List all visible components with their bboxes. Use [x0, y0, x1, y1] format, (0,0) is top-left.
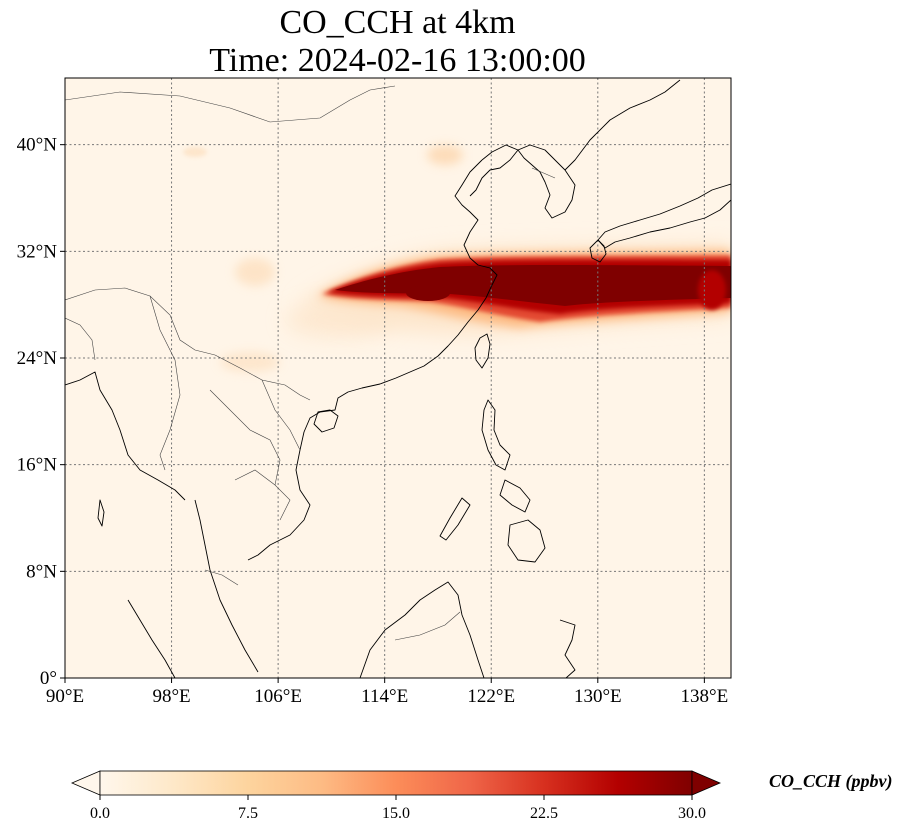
coast-russia: [564, 79, 681, 171]
plume-secondary-blob: [406, 285, 450, 301]
lat-tick-label: 0°: [40, 668, 57, 689]
coast-korea: [517, 144, 576, 219]
border-korea: [531, 167, 556, 179]
coast-sumatra: [127, 599, 176, 678]
border-bangladesh: [65, 317, 96, 361]
colorbar-tick-label: 7.5: [238, 805, 258, 822]
map-frame: [64, 77, 732, 679]
border-vietnam-laos: [261, 379, 301, 451]
title-line-1: CO_CCH at 4km: [279, 4, 516, 41]
coast-palawan: [439, 497, 471, 541]
coast-taiwan: [474, 333, 491, 369]
map-gridlines: [65, 78, 731, 678]
lon-tick-label: 138°E: [681, 686, 729, 707]
colorbar-tick-label: 15.0: [382, 805, 410, 822]
lat-tick-label: 16°N: [17, 455, 58, 476]
border-cambodia: [234, 469, 291, 521]
border-china-laos-vn: [214, 354, 311, 401]
border-laos-thai: [209, 389, 281, 486]
coast-mindanao: [507, 519, 546, 563]
colorbar-ticks: 0.0 7.5 15.0 22.5 30.0: [90, 795, 706, 822]
map-background: [65, 78, 731, 678]
latitude-ticks: 0° 8°N 16°N 24°N 32°N 40°N: [17, 135, 65, 689]
border-malaysia-thai: [204, 569, 239, 586]
lon-tick-label: 90°E: [46, 686, 84, 707]
colorbar-extend-low: [70, 770, 101, 796]
border-myanmar-thai: [149, 295, 181, 471]
lat-tick-label: 40°N: [17, 135, 58, 156]
lon-tick-label: 130°E: [574, 686, 622, 707]
colorbar-extend-high: [691, 770, 722, 796]
border-mongolia: [65, 85, 396, 123]
title-line-2: Time: 2024-02-16 13:00:00: [209, 42, 586, 79]
lat-tick-label: 32°N: [17, 241, 58, 262]
coast-hainan: [313, 409, 339, 433]
coast-myanmar: [65, 371, 186, 501]
coast-luzon: [481, 399, 511, 471]
border-borneo: [394, 611, 461, 641]
plume-east-tail: [698, 270, 726, 310]
coastlines: [65, 79, 731, 678]
longitude-ticks: 90°E 98°E 106°E 114°E 122°E 130°E 138°E: [46, 678, 728, 707]
colorbar-tick-label: 0.0: [90, 805, 110, 822]
coast-andaman: [97, 499, 105, 527]
lon-tick-label: 114°E: [361, 686, 408, 707]
coast-sulawesi: [559, 619, 576, 678]
haze-south: [220, 352, 280, 372]
haze-north: [427, 145, 463, 165]
coast-visayas: [499, 479, 531, 513]
coast-japan-kyushu: [589, 239, 607, 263]
coast-malay: [194, 499, 259, 673]
colorbar-tick-label: 30.0: [678, 805, 706, 822]
colorbar-label: CO_CCH (ppbv): [769, 771, 893, 792]
plume-core: [335, 265, 731, 306]
country-borders: [65, 85, 556, 641]
lon-tick-label: 98°E: [152, 686, 190, 707]
lat-tick-label: 8°N: [26, 561, 57, 582]
coast-borneo: [359, 581, 485, 678]
border-china-india: [65, 287, 216, 356]
lon-tick-label: 122°E: [467, 686, 515, 707]
colorbar: 0.0 7.5 15.0 22.5 30.0 CO_CCH (ppbv): [70, 770, 893, 822]
colorbar-tick-label: 22.5: [530, 805, 558, 822]
coast-china-vietnam: [247, 159, 498, 561]
lat-tick-label: 24°N: [17, 348, 58, 369]
haze-west: [235, 258, 275, 286]
coast-bohai: [469, 144, 519, 197]
haze-west2: [183, 147, 207, 157]
lon-tick-label: 106°E: [254, 686, 302, 707]
map-title: CO_CCH at 4km Time: 2024-02-16 13:00:00: [64, 4, 731, 80]
concentration-field: [183, 145, 731, 372]
colorbar-bar: [99, 770, 693, 796]
